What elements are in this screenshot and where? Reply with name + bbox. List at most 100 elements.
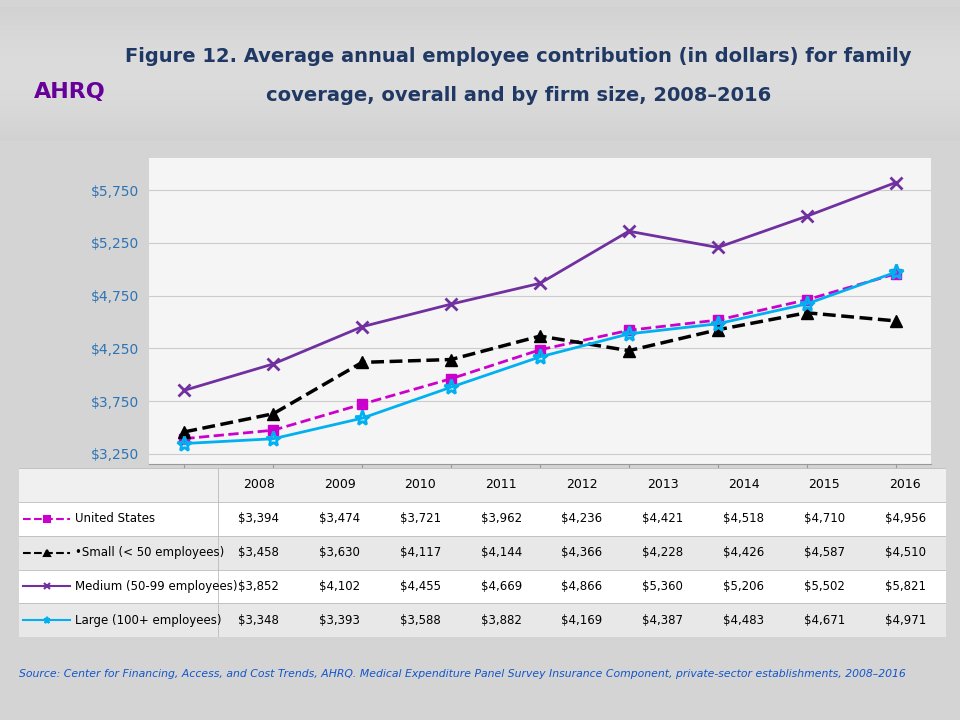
Bar bbox=[0, 8, 960, 9]
Bar bbox=[0, 101, 960, 102]
Bar bbox=[0, 71, 960, 73]
Bar bbox=[0, 30, 960, 31]
Text: $5,206: $5,206 bbox=[723, 580, 764, 593]
Bar bbox=[0, 117, 960, 118]
Bar bbox=[0, 98, 960, 99]
Bar bbox=[0, 12, 960, 14]
Bar bbox=[0, 31, 960, 32]
Bar bbox=[0, 129, 960, 130]
Bar bbox=[0, 63, 960, 64]
Text: $4,426: $4,426 bbox=[723, 546, 764, 559]
Text: Medium (50-99 employees): Medium (50-99 employees) bbox=[75, 580, 237, 593]
Bar bbox=[0, 62, 960, 63]
Text: $3,962: $3,962 bbox=[481, 512, 521, 526]
Bar bbox=[0, 82, 960, 84]
Bar bbox=[0, 138, 960, 140]
Text: 2010: 2010 bbox=[404, 478, 436, 492]
Bar bbox=[0, 87, 960, 89]
Bar bbox=[0, 14, 960, 16]
Text: $4,971: $4,971 bbox=[884, 613, 925, 627]
Bar bbox=[0, 67, 960, 68]
Text: 2008: 2008 bbox=[243, 478, 275, 492]
Bar bbox=[0, 95, 960, 96]
Bar bbox=[0, 66, 960, 67]
Text: $4,387: $4,387 bbox=[642, 613, 684, 627]
Bar bbox=[0, 25, 960, 27]
Bar bbox=[0, 126, 960, 127]
Text: $4,510: $4,510 bbox=[885, 546, 925, 559]
Text: $4,518: $4,518 bbox=[723, 512, 764, 526]
Text: $4,102: $4,102 bbox=[319, 580, 360, 593]
Bar bbox=[19, 536, 946, 570]
Bar bbox=[0, 118, 960, 120]
Bar bbox=[0, 122, 960, 123]
Bar bbox=[0, 54, 960, 55]
Bar bbox=[19, 502, 946, 536]
Bar bbox=[0, 32, 960, 34]
Bar bbox=[0, 140, 960, 141]
Bar bbox=[0, 16, 960, 17]
Bar bbox=[0, 130, 960, 132]
Bar bbox=[0, 81, 960, 82]
Bar bbox=[0, 107, 960, 109]
Text: $3,630: $3,630 bbox=[319, 546, 360, 559]
Bar bbox=[0, 19, 960, 20]
Bar bbox=[0, 39, 960, 40]
Text: 2012: 2012 bbox=[566, 478, 598, 492]
Bar bbox=[19, 570, 946, 603]
Bar bbox=[0, 76, 960, 78]
Bar bbox=[0, 50, 960, 51]
Bar bbox=[0, 64, 960, 66]
Bar bbox=[0, 96, 960, 98]
Bar bbox=[0, 56, 960, 58]
Bar bbox=[0, 68, 960, 70]
Bar bbox=[0, 104, 960, 106]
Text: 2009: 2009 bbox=[324, 478, 355, 492]
Bar bbox=[0, 114, 960, 115]
Bar bbox=[0, 9, 960, 11]
Bar bbox=[0, 37, 960, 39]
Text: $4,421: $4,421 bbox=[642, 512, 684, 526]
Bar bbox=[0, 70, 960, 71]
Bar bbox=[0, 90, 960, 91]
Bar bbox=[0, 11, 960, 12]
Bar bbox=[0, 84, 960, 86]
Bar bbox=[0, 125, 960, 126]
Bar bbox=[0, 93, 960, 94]
Bar bbox=[0, 45, 960, 47]
Text: $4,710: $4,710 bbox=[804, 512, 845, 526]
Text: 2011: 2011 bbox=[486, 478, 517, 492]
Bar bbox=[0, 86, 960, 87]
Text: $4,366: $4,366 bbox=[562, 546, 603, 559]
Bar bbox=[0, 112, 960, 113]
Text: $4,671: $4,671 bbox=[804, 613, 845, 627]
Bar bbox=[0, 35, 960, 36]
Bar bbox=[0, 115, 960, 117]
Bar bbox=[0, 22, 960, 23]
Bar bbox=[0, 123, 960, 125]
Bar bbox=[0, 20, 960, 22]
Text: $3,474: $3,474 bbox=[319, 512, 360, 526]
Bar bbox=[0, 137, 960, 138]
Text: $4,587: $4,587 bbox=[804, 546, 845, 559]
Bar bbox=[0, 102, 960, 103]
Text: $3,588: $3,588 bbox=[400, 613, 441, 627]
Bar bbox=[0, 121, 960, 122]
Bar bbox=[0, 91, 960, 93]
Bar bbox=[0, 113, 960, 114]
Text: 2015: 2015 bbox=[808, 478, 840, 492]
Bar bbox=[0, 42, 960, 43]
Bar bbox=[0, 47, 960, 48]
Text: 2016: 2016 bbox=[889, 478, 921, 492]
Text: coverage, overall and by firm size, 2008–2016: coverage, overall and by firm size, 2008… bbox=[266, 86, 771, 105]
Text: Figure 12. Average annual employee contribution (in dollars) for family: Figure 12. Average annual employee contr… bbox=[125, 47, 912, 66]
Bar bbox=[0, 34, 960, 35]
Bar bbox=[0, 58, 960, 59]
Bar bbox=[0, 28, 960, 30]
Bar bbox=[0, 110, 960, 112]
Text: $4,866: $4,866 bbox=[562, 580, 603, 593]
Text: $4,144: $4,144 bbox=[481, 546, 522, 559]
Text: United States: United States bbox=[75, 512, 155, 526]
Bar bbox=[0, 27, 960, 28]
Text: $4,455: $4,455 bbox=[400, 580, 441, 593]
